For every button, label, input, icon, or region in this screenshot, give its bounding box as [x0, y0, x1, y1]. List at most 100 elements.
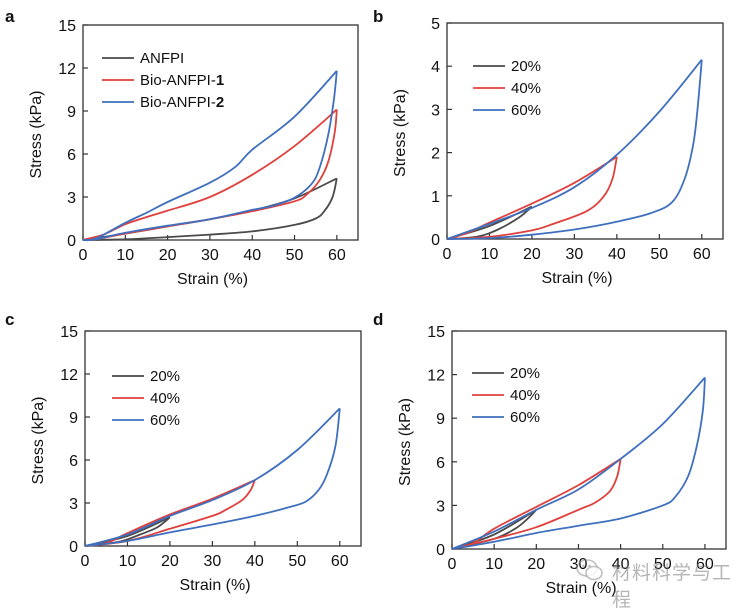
legend-label: ANFPI — [140, 50, 184, 67]
legend-label: 60% — [150, 412, 180, 429]
y-tick-label: 3 — [436, 498, 445, 515]
y-axis-title: Stress (kPa) — [28, 90, 45, 178]
y-tick-label: 9 — [69, 410, 78, 427]
wechat-icon — [576, 559, 603, 581]
x-tick-label: 60 — [693, 246, 711, 263]
x-tick-label: 0 — [81, 553, 90, 570]
x-tick-label: 40 — [612, 556, 630, 573]
unloading-curve — [84, 408, 341, 547]
x-tick-label: 50 — [288, 553, 306, 570]
series-bio-anfpi-2 — [82, 70, 338, 242]
panel-letter: c — [5, 310, 14, 329]
x-tick-label: 60 — [331, 553, 349, 570]
watermark-text: 材料科学与工程 — [612, 562, 733, 611]
y-tick-label: 3 — [67, 190, 76, 207]
y-tick-label: 0 — [431, 232, 440, 249]
series-60- — [451, 376, 706, 550]
loading-curve — [82, 70, 338, 242]
legend-label: 60% — [511, 102, 541, 119]
x-tick-label: 30 — [201, 247, 219, 264]
y-tick-label: 6 — [436, 455, 445, 472]
plot-frame — [84, 330, 362, 547]
y-tick-label: 1 — [431, 189, 440, 206]
loading-curve — [446, 156, 618, 240]
legend-label: 20% — [510, 365, 540, 382]
x-tick-label: 60 — [328, 247, 346, 264]
loading-curve — [451, 376, 706, 550]
unloading-curve — [82, 109, 338, 241]
y-tick-label: 0 — [67, 233, 76, 250]
y-tick-label: 15 — [427, 324, 445, 341]
y-tick-label: 2 — [431, 146, 440, 163]
legend-label: 40% — [511, 80, 541, 97]
series-60- — [446, 59, 703, 240]
x-tick-label: 50 — [654, 556, 672, 573]
panel-letter: a — [5, 7, 15, 26]
series-40- — [446, 156, 618, 240]
x-tick-label: 20 — [159, 247, 177, 264]
plot-frame — [446, 22, 724, 240]
legend-label: 20% — [150, 368, 180, 385]
loading-curve — [84, 407, 341, 547]
series-40- — [451, 458, 622, 550]
x-tick-label: 50 — [650, 246, 668, 263]
loading-curve — [446, 59, 703, 240]
x-tick-label: 20 — [161, 553, 179, 570]
x-tick-label: 20 — [523, 246, 541, 263]
x-tick-label: 10 — [116, 247, 134, 264]
plot-frame — [82, 24, 359, 241]
unloading-curve — [84, 479, 256, 547]
panel-a: a 0 10 20 30 40 50 60 0 3 6 9 12 15 Strain (%) Stress (… — [5, 7, 359, 288]
x-tick-label: 40 — [608, 246, 626, 263]
x-axis-title: Strain (%) — [179, 577, 250, 594]
x-tick-label: 40 — [246, 553, 264, 570]
loading-curve — [82, 108, 338, 241]
x-axis-title: Strain (%) — [541, 270, 612, 287]
y-axis-title: Stress (kPa) — [392, 89, 409, 177]
series-60- — [84, 407, 341, 547]
series-bio-anfpi-1 — [82, 108, 338, 241]
panel-letter: d — [373, 310, 383, 329]
y-tick-label: 9 — [436, 411, 445, 428]
y-tick-label: 12 — [427, 368, 445, 385]
legend-label: 40% — [150, 390, 180, 407]
legend-label: Bio-ANFPI-1 — [140, 72, 224, 89]
y-tick-label: 12 — [60, 367, 78, 384]
unloading-curve — [446, 156, 618, 240]
series-anfpi — [82, 177, 338, 241]
x-tick-label: 50 — [286, 247, 304, 264]
y-tick-label: 5 — [431, 16, 440, 33]
y-tick-label: 15 — [58, 18, 76, 35]
panel-letter: b — [373, 7, 383, 26]
legend-label: 20% — [511, 58, 541, 75]
x-tick-label: 0 — [448, 556, 457, 573]
loading-curve — [82, 177, 338, 241]
legend-label: 40% — [510, 387, 540, 404]
x-tick-label: 60 — [696, 556, 714, 573]
x-tick-label: 30 — [565, 246, 583, 263]
panel-c: c 0 10 20 30 40 50 60 0 3 6 9 12 15 Strain (%) Stress (… — [5, 310, 362, 594]
y-tick-label: 6 — [69, 453, 78, 470]
x-tick-label: 10 — [481, 246, 499, 263]
x-tick-label: 10 — [485, 556, 503, 573]
x-tick-label: 30 — [203, 553, 221, 570]
y-tick-label: 9 — [67, 104, 76, 121]
x-axis-title: Strain (%) — [177, 271, 248, 288]
x-tick-label: 10 — [119, 553, 137, 570]
y-tick-label: 4 — [431, 59, 440, 76]
legend-label: Bio-ANFPI-2 — [140, 94, 224, 111]
y-axis-title: Stress (kPa) — [397, 398, 414, 486]
unloading-curve — [451, 458, 622, 550]
loading-curve — [84, 479, 256, 547]
y-tick-label: 0 — [436, 542, 445, 559]
x-tick-label: 0 — [79, 247, 88, 264]
x-tick-label: 20 — [527, 556, 545, 573]
unloading-curve — [446, 59, 703, 240]
unloading-curve — [82, 178, 338, 241]
y-tick-label: 0 — [69, 539, 78, 556]
y-tick-label: 12 — [58, 61, 76, 78]
loading-curve — [451, 458, 622, 550]
x-tick-label: 40 — [243, 247, 261, 264]
